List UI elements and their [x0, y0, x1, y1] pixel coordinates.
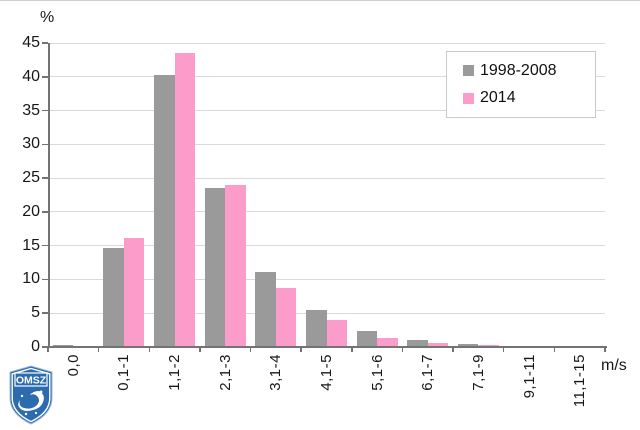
x-axis-tick: [249, 347, 252, 352]
x-axis-label-text: 0,1-1: [115, 354, 133, 391]
x-axis-label: 5,1-6: [352, 354, 403, 430]
legend-label: 1998-2008: [480, 61, 557, 79]
y-axis-tick: [42, 76, 48, 78]
y-axis-label: 35: [22, 101, 40, 119]
y-axis-tick: [42, 346, 48, 348]
x-axis-unit-label: m/s: [601, 357, 627, 374]
x-axis-tick: [97, 347, 100, 352]
bar-2014: [174, 53, 196, 347]
x-axis-label: 7,1-9: [453, 354, 504, 430]
legend: 1998-2008 2014: [446, 51, 596, 118]
legend-item-2014: 2014: [463, 89, 595, 107]
y-axis-tick: [42, 312, 48, 314]
y-axis-tick: [42, 244, 48, 247]
x-axis-label: 9,1-11: [504, 354, 555, 430]
bar-1998-2008: [356, 330, 378, 347]
x-axis-label: 0,0: [48, 354, 99, 430]
x-axis-tick: [401, 347, 404, 352]
x-axis-label-text: 6,1-7: [419, 354, 437, 391]
gridline: [48, 143, 605, 145]
x-axis-label: 11,1-15: [554, 354, 605, 430]
x-axis-label: 4,1-5: [301, 354, 352, 430]
bar-1998-2008: [306, 309, 327, 347]
gridline: [48, 245, 605, 247]
x-axis-tick: [148, 347, 151, 352]
y-axis-unit-label: %: [40, 9, 55, 26]
x-axis-label-text: 11,1-15: [571, 354, 589, 408]
bar-2014: [377, 337, 398, 347]
gridline: [48, 312, 605, 314]
x-axis-tick: [452, 347, 454, 352]
bar-2014: [478, 344, 499, 347]
x-axis-line: [46, 346, 607, 348]
y-axis-tick: [42, 177, 48, 179]
bar-1998-2008: [457, 343, 479, 347]
x-axis-tick: [553, 347, 556, 352]
y-axis-line: [48, 43, 50, 347]
y-axis-tick: [42, 143, 48, 146]
y-axis-tick: [42, 211, 48, 213]
bar-2014: [123, 237, 145, 347]
x-axis-label: 1,1-2: [149, 354, 200, 430]
y-axis-label: 5: [31, 304, 40, 322]
gridline: [48, 110, 605, 112]
x-axis-label: 6,1-7: [402, 354, 453, 430]
x-axis-label: 2,1-3: [200, 354, 251, 430]
bar-2014: [326, 319, 347, 347]
y-axis-label: 30: [22, 135, 40, 153]
legend-marker-pink: [463, 92, 474, 104]
legend-label: 2014: [480, 89, 516, 107]
x-axis-label-text: 5,1-6: [368, 354, 386, 391]
x-axis-label-text: 9,1-11: [520, 354, 538, 399]
bar-1998-2008: [52, 344, 74, 347]
x-axis-label-text: 4,1-5: [317, 354, 335, 391]
bar-1998-2008: [255, 272, 276, 347]
x-axis-tick: [199, 347, 201, 352]
x-axis-tick: [502, 347, 505, 352]
bar-2014: [275, 288, 297, 347]
y-axis-label: 25: [22, 169, 40, 187]
bar-2014: [427, 342, 449, 347]
legend-item-1998-2008: 1998-2008: [463, 62, 595, 80]
x-axis-tick: [604, 347, 606, 352]
x-axis-label-text: 1,1-2: [166, 354, 184, 391]
bar-1998-2008: [154, 75, 175, 347]
y-axis-tick: [42, 109, 48, 112]
gridline: [48, 76, 605, 78]
bar-1998-2008: [407, 340, 428, 347]
y-axis-label: 10: [22, 270, 40, 288]
gridline: [48, 278, 605, 280]
y-axis-label: 15: [22, 236, 40, 254]
y-axis-label: 0: [31, 338, 40, 355]
x-axis-tick: [351, 347, 353, 352]
y-axis-tick: [42, 278, 48, 281]
y-axis-tick: [42, 42, 48, 44]
bar-1998-2008: [103, 247, 124, 347]
gridline: [48, 211, 605, 213]
y-axis-label: 20: [22, 202, 40, 220]
x-axis-label-text: 7,1-9: [469, 354, 487, 391]
x-axis-label: 3,1-4: [251, 354, 302, 430]
y-axis-label: 45: [22, 34, 40, 51]
x-axis-tick: [47, 347, 49, 352]
legend-marker-gray: [463, 65, 474, 77]
x-axis-label-text: 3,1-4: [267, 354, 285, 391]
gridline: [48, 177, 605, 179]
y-axis-label: 40: [22, 67, 40, 85]
x-axis-label: 0,1-1: [99, 354, 150, 430]
x-axis-label-text: 2,1-3: [216, 354, 234, 391]
gridline: [48, 42, 605, 44]
x-axis-label-text: 0,0: [64, 354, 82, 377]
x-axis-tick: [300, 347, 302, 352]
bar-1998-2008: [204, 187, 226, 347]
omsz-logo-text: OMSZ: [16, 375, 47, 387]
bar-2014: [225, 184, 246, 347]
omsz-logo: OMSZ: [9, 365, 53, 425]
